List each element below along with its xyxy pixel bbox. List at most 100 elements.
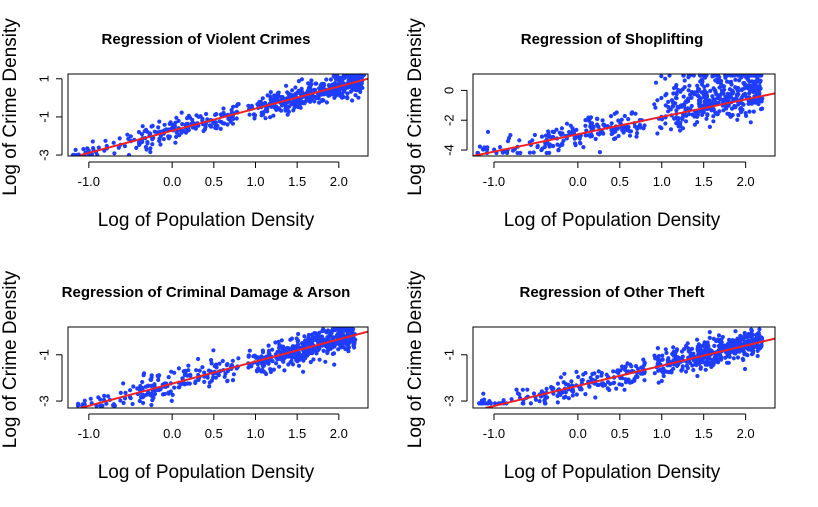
data-point — [310, 95, 315, 100]
data-point — [704, 344, 709, 349]
data-point — [687, 360, 693, 365]
data-point — [539, 134, 545, 139]
plot-frame — [67, 73, 369, 157]
data-point — [528, 401, 534, 406]
data-point — [570, 126, 575, 131]
data-point — [737, 74, 742, 78]
data-point — [217, 119, 222, 124]
data-point — [688, 92, 693, 97]
data-point — [707, 124, 713, 129]
data-point — [200, 365, 205, 370]
data-point — [726, 353, 731, 358]
data-point — [627, 129, 632, 134]
data-point — [312, 87, 317, 92]
data-point — [599, 381, 605, 386]
y-axis-label: Log of Crime Density — [405, 18, 426, 196]
data-point — [672, 116, 677, 121]
data-point — [543, 401, 548, 406]
data-point — [324, 100, 329, 105]
data-point — [578, 387, 583, 392]
data-point — [220, 358, 225, 364]
data-point — [176, 385, 181, 390]
data-point — [583, 123, 588, 128]
data-point — [176, 366, 181, 371]
data-point — [118, 398, 123, 403]
data-point — [678, 88, 683, 93]
data-point — [179, 110, 184, 115]
data-point — [730, 112, 735, 118]
data-point — [743, 85, 748, 90]
data-point — [616, 133, 621, 139]
data-point — [136, 130, 142, 135]
data-point — [169, 398, 174, 403]
data-point — [176, 118, 181, 123]
data-point — [156, 377, 161, 383]
data-point — [749, 327, 754, 332]
data-point — [157, 136, 162, 141]
data-point — [634, 131, 640, 136]
data-point — [724, 98, 730, 103]
data-point — [506, 136, 512, 141]
data-point — [704, 74, 709, 78]
data-point — [718, 80, 723, 85]
data-point — [732, 96, 737, 101]
data-point — [659, 117, 665, 122]
data-point — [102, 393, 107, 398]
data-point — [557, 143, 563, 148]
data-point — [666, 370, 671, 375]
y-tick-label: -4 — [442, 144, 457, 156]
data-point — [574, 127, 579, 132]
data-point — [746, 331, 751, 337]
data-point — [579, 378, 584, 383]
data-point — [558, 375, 564, 380]
data-point — [344, 346, 349, 351]
data-point — [128, 388, 133, 393]
data-point — [260, 112, 266, 117]
data-point — [755, 348, 760, 353]
data-point — [477, 144, 482, 149]
data-point — [755, 336, 760, 341]
data-point — [177, 133, 182, 138]
data-point — [595, 374, 600, 380]
data-point — [336, 333, 341, 338]
data-point — [313, 81, 318, 86]
data-point — [234, 116, 239, 121]
data-point — [112, 151, 117, 156]
data-point — [759, 336, 765, 341]
data-point — [169, 369, 174, 374]
y-axis-label: Log of Crime Density — [0, 18, 21, 196]
data-point — [753, 87, 758, 92]
data-point — [674, 121, 680, 126]
data-point — [590, 371, 595, 377]
data-point — [209, 361, 214, 366]
data-point — [678, 120, 683, 126]
data-point — [721, 84, 727, 89]
data-point — [140, 124, 145, 129]
x-tick-label: 1.5 — [695, 426, 713, 441]
data-point — [744, 352, 749, 357]
data-point — [266, 361, 271, 366]
data-point — [756, 101, 761, 107]
data-point — [656, 380, 661, 385]
data-point — [88, 396, 93, 401]
data-point — [149, 373, 154, 378]
data-point — [726, 344, 731, 349]
data-point — [294, 100, 299, 105]
data-point — [609, 131, 614, 137]
data-point — [525, 387, 530, 392]
data-point — [303, 99, 308, 104]
data-point — [308, 85, 313, 90]
data-point — [302, 343, 307, 348]
data-point — [125, 132, 130, 137]
chart-panel-1: Regression of Violent Crimes -1.0 0.0 0.5 1.… — [0, 18, 369, 231]
data-point — [312, 99, 317, 104]
data-point — [574, 392, 579, 397]
data-point — [725, 74, 730, 78]
data-point — [328, 346, 333, 351]
data-point — [635, 366, 641, 371]
data-point — [104, 401, 109, 406]
data-point — [683, 119, 689, 124]
data-point — [658, 367, 663, 372]
data-point — [485, 129, 491, 134]
data-point — [348, 89, 353, 94]
